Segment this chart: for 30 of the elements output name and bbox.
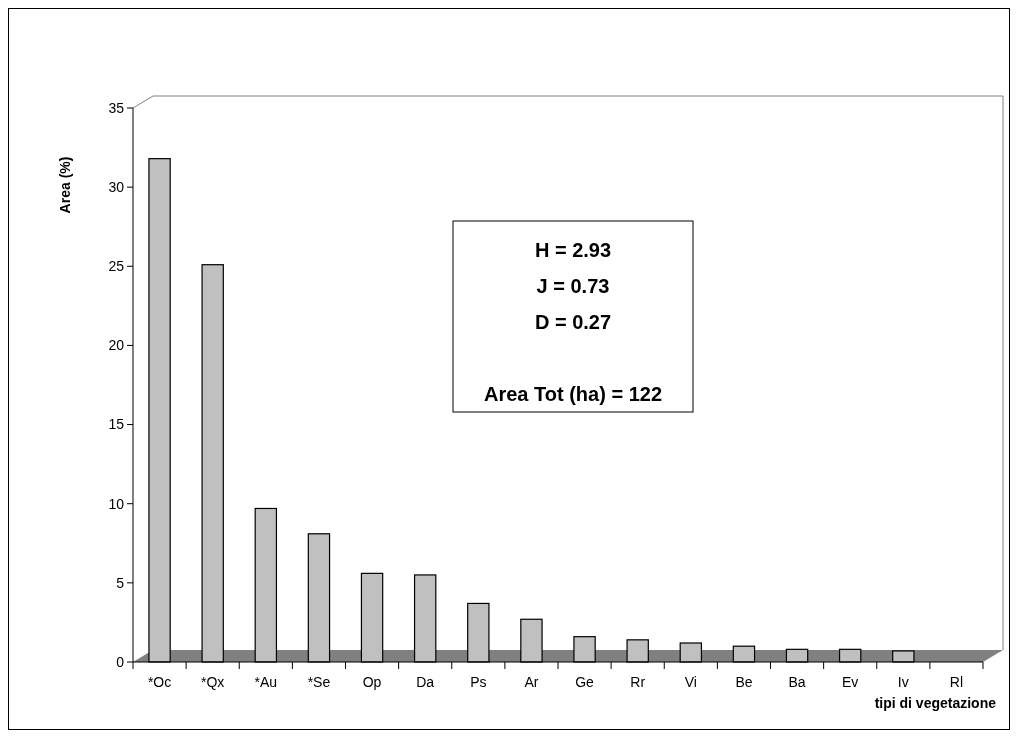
y-tick-label: 20 xyxy=(108,337,125,354)
y-tick-label: 10 xyxy=(108,495,125,512)
x-tick-label: Ar xyxy=(524,674,539,690)
y-tick-label: 35 xyxy=(108,99,125,116)
annotation: J = 0.73 xyxy=(536,275,610,297)
x-tick-label: *Qx xyxy=(201,674,225,690)
x-axis-title: tipi di vegetazione xyxy=(874,695,997,711)
x-tick-label: *Se xyxy=(307,674,331,690)
y-tick-label: 25 xyxy=(108,258,125,275)
x-tick-label: Rr xyxy=(630,674,646,690)
x-tick-label: Be xyxy=(735,674,753,690)
x-tick-label: Op xyxy=(362,674,382,690)
annotation: H = 2.93 xyxy=(534,239,612,261)
x-tick-label: Ev xyxy=(842,674,859,690)
y-tick-label: 30 xyxy=(108,179,125,196)
y-axis-title: Area (%) xyxy=(57,156,73,214)
y-tick-label: 0 xyxy=(116,653,125,670)
x-tick-label: Rl xyxy=(949,674,964,690)
x-tick-label: *Au xyxy=(254,674,278,690)
x-tick-label: Iv xyxy=(897,674,909,690)
x-tick-label: Ge xyxy=(575,674,595,690)
x-tick-label: Ba xyxy=(788,674,806,690)
x-tick-label: Da xyxy=(416,674,435,690)
annotation: D = 0.27 xyxy=(534,311,612,333)
x-tick-label: Vi xyxy=(684,674,697,690)
x-tick-label: *Oc xyxy=(147,674,172,690)
annotation: Area Tot (ha) = 122 xyxy=(483,383,663,405)
y-tick-label: 5 xyxy=(116,574,125,591)
y-tick-label: 15 xyxy=(108,416,125,433)
x-tick-label: Ps xyxy=(470,674,487,690)
